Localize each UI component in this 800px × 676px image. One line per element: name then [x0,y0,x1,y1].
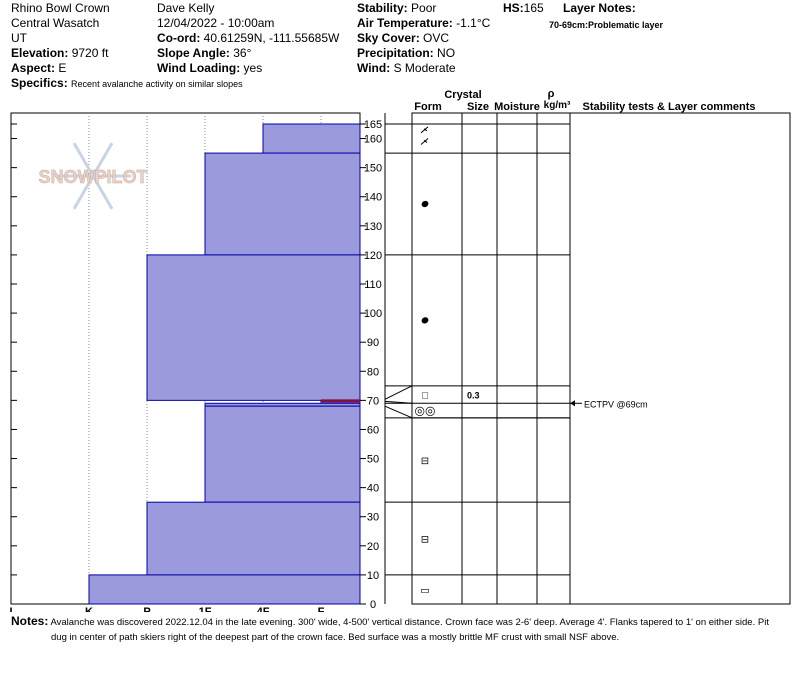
grain-form-symbol [420,126,429,134]
height-tick-label: 60 [367,424,379,436]
snow-profile-chart: SNOWPILOT 0 10 20 30 40 50 60 70 80 90 100 110 120 13… [9,88,791,612]
grain-form-symbol: □ [422,391,428,402]
col-density: kg/m³ [544,100,571,111]
height-tick-label: 165 [364,119,382,131]
aspect: Aspect: E [11,61,67,75]
coordinates: Co-ord: 40.61259N, -111.55685W [157,31,340,45]
height-tick-label: 140 [364,192,382,204]
col-moisture: Moisture [494,101,540,113]
test-marker-arrow [570,400,575,407]
depth-connector [384,385,413,400]
height-tick-label: 10 [367,570,379,582]
snowflake-arm [91,175,114,210]
height-tick-label: 100 [364,308,382,320]
datetime: 12/04/2022 - 10:00am [157,16,275,30]
specifics: Specifics: Recent avalanche activity on … [11,76,243,90]
grain-form-symbol: ⊟ [421,535,429,546]
weak-layer-highlight [321,399,360,403]
snowpilot-logo: SNOWPILOT [38,142,148,210]
elevation: Elevation: 9720 ft [11,46,109,60]
grain-form-symbol: ⊟ [421,456,429,467]
wind-loading: Wind Loading: yes [157,61,263,75]
sky-cover: Sky Cover: OVC [357,31,450,45]
height-tick-label: 20 [367,541,379,553]
notes: Notes: Avalanche was discovered 2022.12.… [11,614,796,645]
hardness-layer [146,501,361,576]
slope-angle: Slope Angle: 36° [157,46,252,60]
state: UT [11,31,27,45]
snowflake-arm [72,142,95,177]
grain-size: 0.3 [467,391,480,401]
grain-form-symbol [421,317,429,324]
observer: Dave Kelly [157,1,215,15]
col-size: Size [467,101,489,113]
layer-notes: Layer Notes: [563,1,636,15]
location: Rhino Bowl Crown [11,1,110,15]
logo-text: SNOWPILOT [39,167,148,187]
height-tick-label: 80 [367,366,379,378]
hardness-tick-label: 1F [199,606,212,612]
col-stability: Stability tests & Layer comments [582,101,755,113]
header-middle: Dave Kelly 12/04/2022 - 10:00am Co-ord: … [157,1,339,76]
height-tick-label: 0 [370,599,376,611]
header-conditions: Stability: Poor Air Temperature: -1.1°C … [357,1,490,76]
height-tick-label: 110 [364,279,382,291]
hardness-tick-label: 4F [257,606,270,612]
hardness-layer [146,254,361,401]
height-tick-label: 160 [364,134,382,146]
precipitation: Precipitation: NO [357,46,456,60]
hardness-tick-label: P [143,606,150,612]
hardness-layer [204,405,361,503]
stability: Stability: Poor [357,1,437,15]
grain-form-symbol [421,200,429,208]
height-tick-label: 40 [367,483,379,495]
snowflake-arm [72,175,95,210]
height-tick-label: 150 [364,163,382,175]
height-tick-label: 90 [367,337,379,349]
hardness-tick-label: I [9,606,12,612]
test-label: ECTPV @69cm [584,399,648,409]
hardness-tick-label: K [85,606,93,612]
wind: Wind: S Moderate [357,61,456,75]
height-tick-label: 120 [364,250,382,262]
air-temperature: Air Temperature: -1.1°C [357,16,491,30]
grain-form-symbol [423,140,428,143]
grain-form-symbol: ◎◎ [415,404,436,418]
notes-line-1: Avalanche was discovered 2022.12.04 in t… [50,617,769,628]
col-crystal: Crystal [444,89,481,101]
height-tick-label: 30 [367,512,379,524]
snow-depth: HS:165 [503,1,544,15]
grain-form-symbol [420,138,429,145]
col-form: Form [414,101,442,113]
snowflake-arm [91,142,114,177]
layer-note: 70-69cm:Problematic layer [549,20,664,30]
hardness-layer [262,123,361,154]
height-tick-label: 50 [367,454,379,466]
height-tick-label: 70 [367,395,379,407]
hardness-layer [204,152,361,256]
grain-form-symbol: ▭ [420,585,429,596]
hardness-tick-label: F [318,606,325,612]
depth-connector [384,405,413,419]
profile-table-frame [411,112,791,605]
col-rho: ρ [548,88,555,100]
header-left: Rhino Bowl Crown Central Wasatch UT Elev… [11,1,243,92]
height-tick-label: 130 [364,221,382,233]
depth-connector [384,400,413,404]
grain-form-symbol [423,128,428,132]
notes-line-2: dug in center of path skiers right of th… [51,632,620,643]
hardness-layer [88,574,361,605]
range: Central Wasatch [11,16,100,30]
